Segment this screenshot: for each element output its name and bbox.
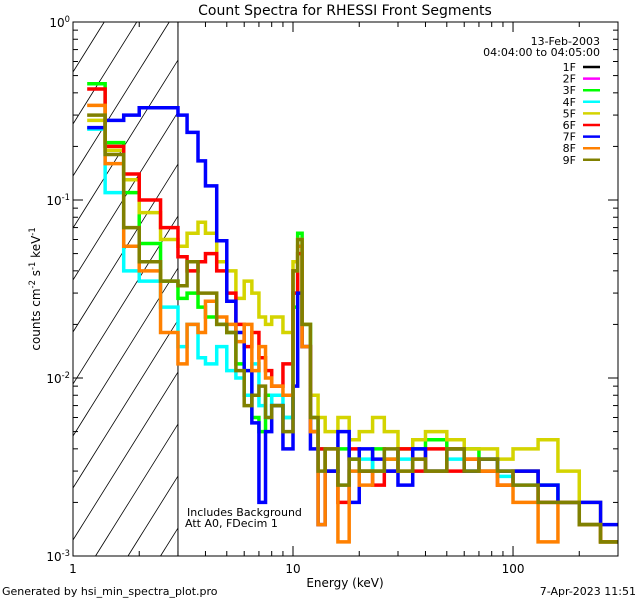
y-tick-label: 10-1 <box>46 192 70 208</box>
hatch-line <box>72 371 179 541</box>
hatch-line <box>72 319 179 489</box>
hatch-line <box>72 163 179 333</box>
y-tick-label: 100 <box>49 14 70 30</box>
x-tick-label: 1 <box>69 562 77 576</box>
series-lines <box>87 81 618 544</box>
hatch-line <box>72 111 179 281</box>
y-tick-label: 10-2 <box>46 370 70 386</box>
footer-generated-by: Generated by hsi_min_spectra_plot.pro <box>2 585 218 598</box>
legend-label-5F: 5F <box>563 107 576 120</box>
chart-title: Count Spectra for RHESSI Front Segments <box>198 3 492 19</box>
legend-date: 13-Feb-2003 <box>531 35 600 48</box>
x-axis-label: Energy (keV) <box>306 576 383 590</box>
hatch-line <box>160 527 179 557</box>
y-axis-label: counts cm-2 s-1 keV-1 <box>27 227 43 350</box>
legend-label-1F: 1F <box>563 61 576 74</box>
legend-label-4F: 4F <box>563 96 576 109</box>
legend-label-8F: 8F <box>563 142 576 155</box>
legend-label-9F: 9F <box>563 154 576 167</box>
hatch-line <box>72 21 138 125</box>
legend-label-7F: 7F <box>563 131 576 144</box>
x-tick-label: 100 <box>502 562 525 576</box>
legend-label-6F: 6F <box>563 119 576 132</box>
legend-label-3F: 3F <box>563 84 576 97</box>
hatch-line <box>72 59 179 229</box>
hatch-line <box>95 423 179 557</box>
annotation-attenuator: Att A0, FDecim 1 <box>185 517 278 530</box>
series-9F <box>87 113 618 544</box>
annotation-background: Includes Background <box>187 506 302 519</box>
x-tick-label: 10 <box>285 562 300 576</box>
series-7F <box>87 105 618 527</box>
axes: 1 10 100 100 10-1 10-2 10-3 <box>46 14 619 576</box>
hatch-line <box>72 21 170 177</box>
y-tick-label: 10-3 <box>46 548 70 564</box>
footer-timestamp: 7-Apr-2023 11:51 <box>540 585 636 598</box>
hatch-line <box>127 475 179 557</box>
legend-label-2F: 2F <box>563 73 576 86</box>
hatch-line <box>72 21 105 73</box>
legend-time-range: 04:04:00 to 04:05:00 <box>483 46 600 59</box>
plot-frame <box>72 21 619 557</box>
